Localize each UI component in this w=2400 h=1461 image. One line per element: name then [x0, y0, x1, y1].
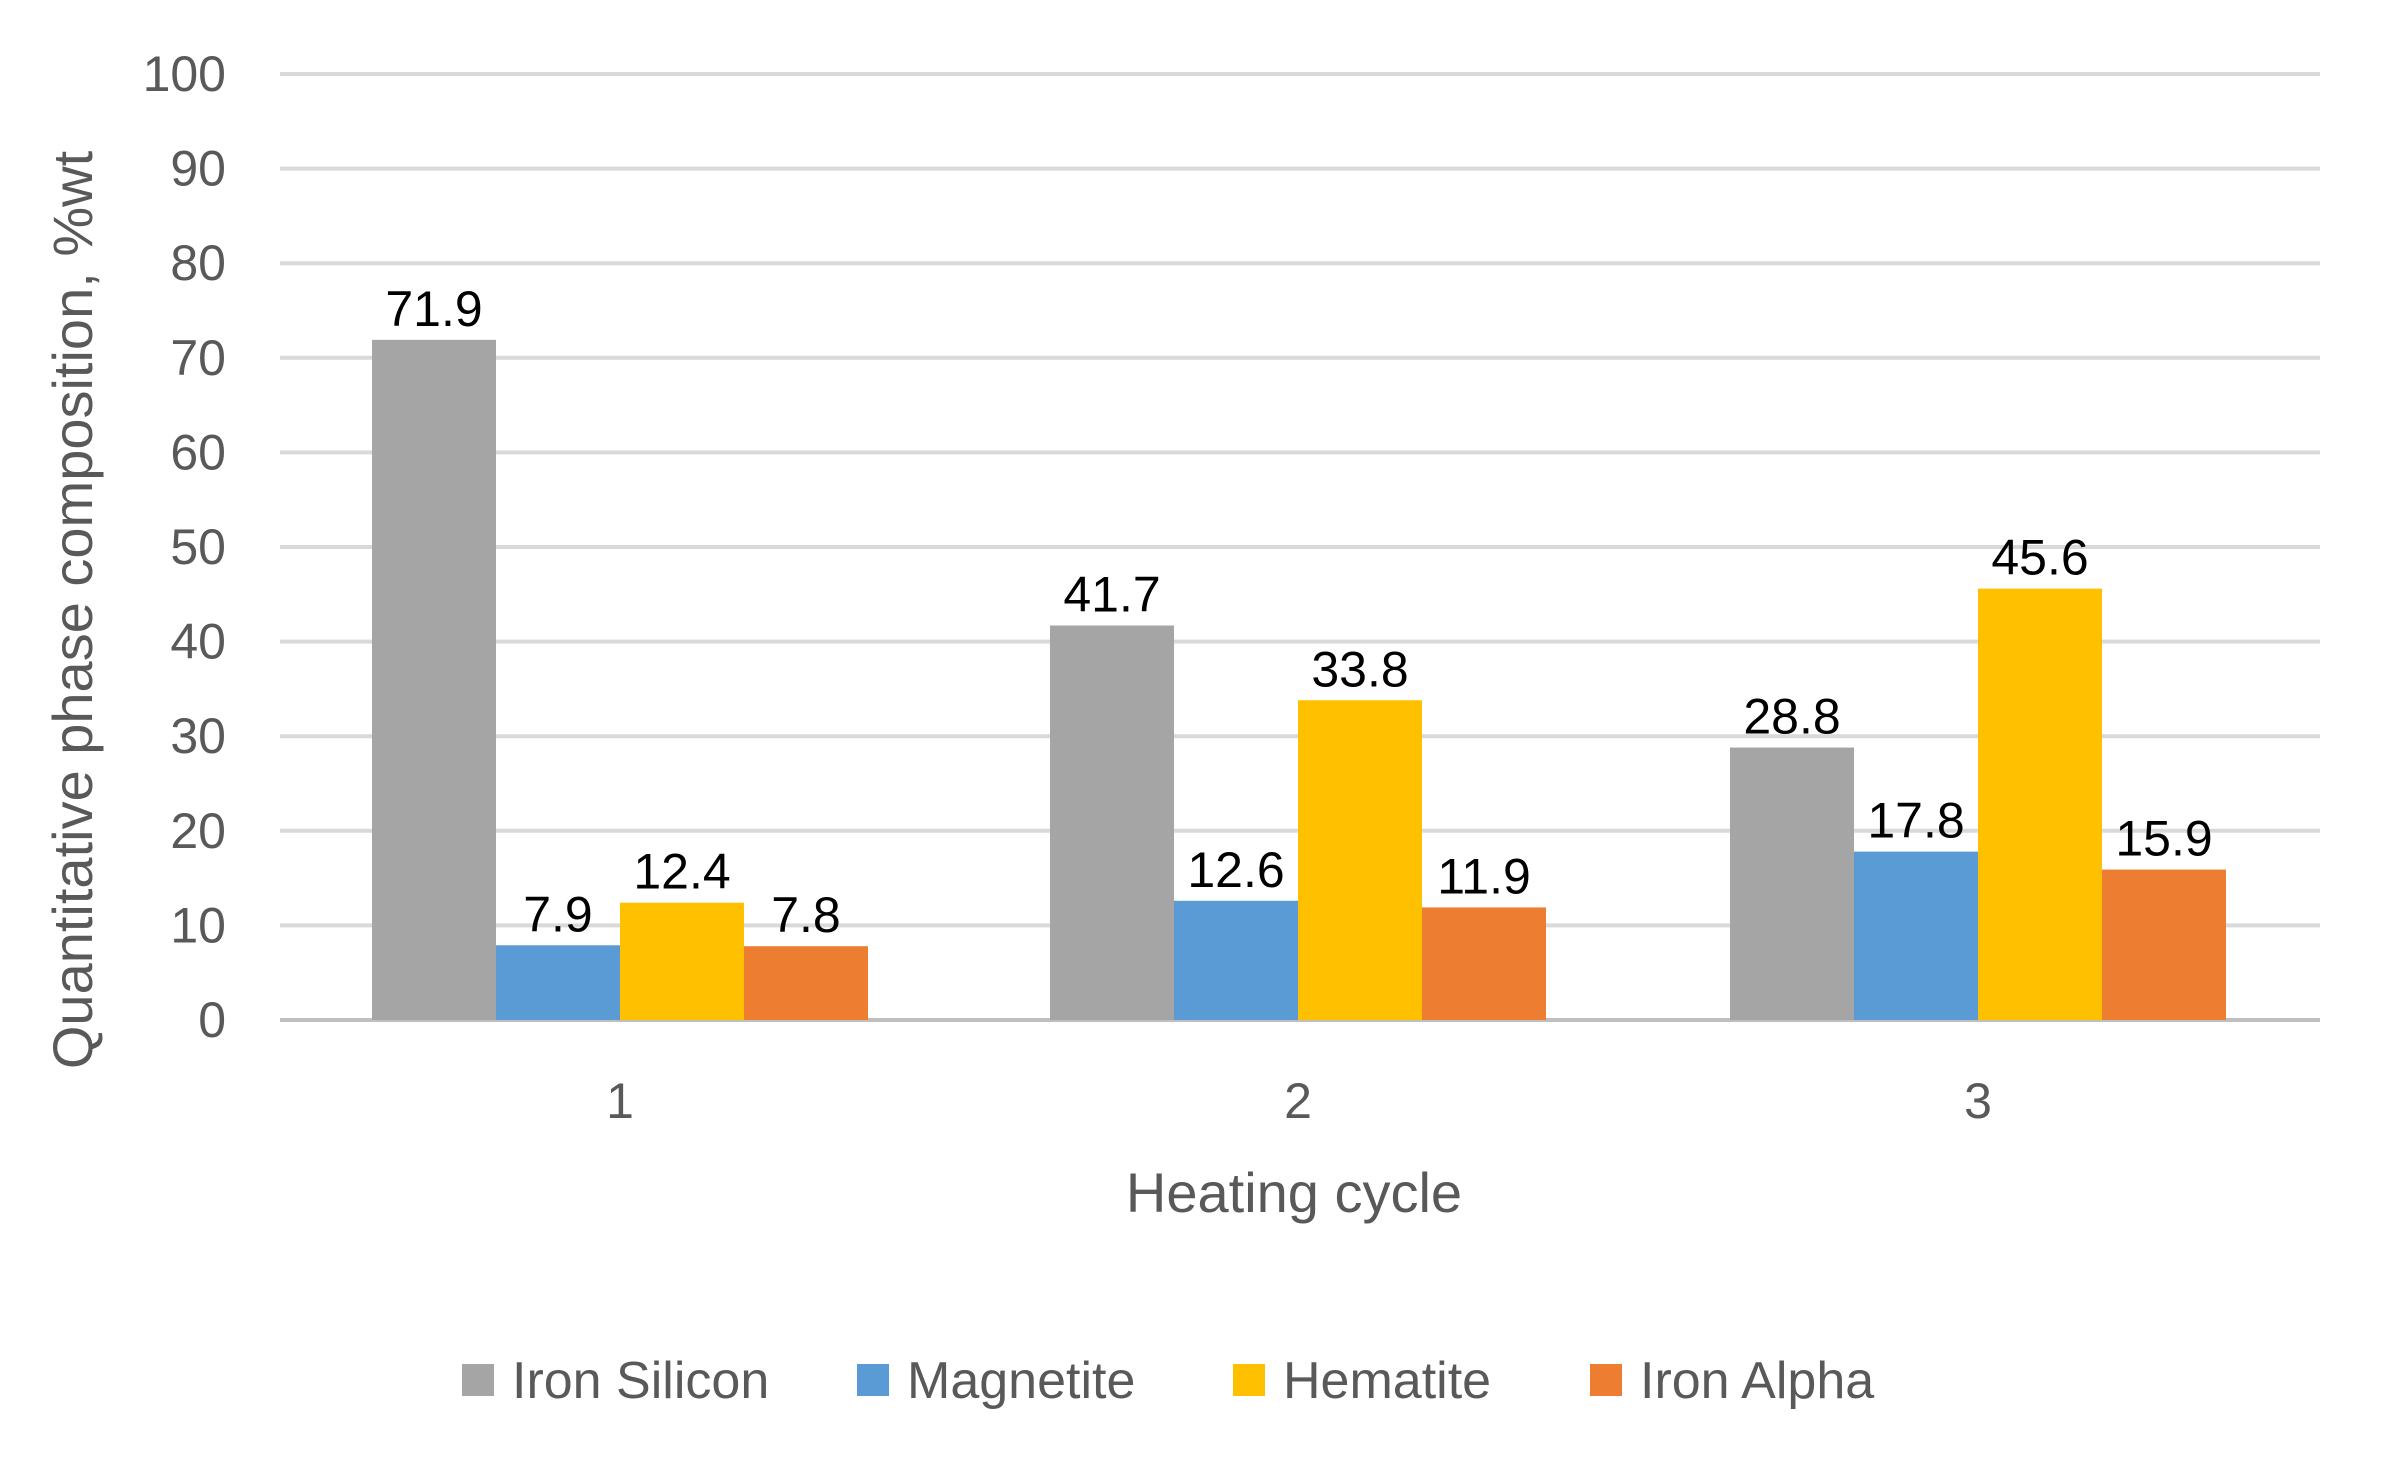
bar-iron-alpha-cycle-3: [2102, 869, 2226, 1020]
legend-item-iron-alpha: Iron Alpha: [1590, 1352, 1874, 1410]
bars: [372, 339, 2226, 1020]
legend-label: Iron Alpha: [1640, 1352, 1874, 1410]
y-tick-label: 20: [170, 803, 226, 859]
bar-iron-alpha-cycle-1: [744, 946, 868, 1020]
bar-iron-silicon-cycle-1: [372, 339, 496, 1020]
y-tick-label: 60: [170, 424, 226, 480]
data-label: 45.6: [1991, 530, 2088, 586]
x-tick-label: 3: [1964, 1073, 1992, 1129]
legend-swatch: [857, 1364, 889, 1396]
data-label: 11.9: [1437, 848, 1531, 904]
y-tick-label: 70: [170, 330, 226, 386]
x-tick-label: 1: [606, 1073, 634, 1129]
bar-magnetite-cycle-2: [1174, 900, 1298, 1020]
y-tick-label: 50: [170, 519, 226, 575]
y-tick-label: 10: [170, 897, 226, 953]
data-label: 12.6: [1187, 842, 1284, 898]
legend-label: Hematite: [1283, 1352, 1491, 1410]
bar-iron-silicon-cycle-3: [1730, 747, 1854, 1020]
data-label: 7.9: [523, 886, 593, 942]
legend-label: Magnetite: [907, 1352, 1135, 1410]
y-axis-title: Quantitative phase composition, %wt: [41, 150, 104, 1069]
y-tick-label: 90: [170, 141, 226, 197]
legend-item-magnetite: Magnetite: [857, 1352, 1135, 1410]
data-label: 28.8: [1743, 689, 1840, 745]
x-axis-ticks: 1 2 3: [606, 1073, 1992, 1129]
bar-magnetite-cycle-3: [1854, 851, 1978, 1020]
bar-iron-alpha-cycle-2: [1422, 907, 1546, 1020]
y-tick-label: 0: [198, 992, 226, 1048]
x-tick-label: 2: [1284, 1073, 1312, 1129]
legend-swatch: [1233, 1364, 1265, 1396]
data-labels: 71.9 7.9 12.4 7.8 41.7 12.6 33.8 11.9 28.8 17.8 45…: [385, 281, 2212, 943]
bar-iron-silicon-cycle-2: [1050, 625, 1174, 1020]
bar-magnetite-cycle-1: [496, 945, 620, 1020]
data-label: 41.7: [1063, 567, 1160, 623]
data-label: 12.4: [633, 844, 730, 900]
data-label: 71.9: [385, 281, 482, 337]
y-axis-ticks: 0 10 20 30 40 50 60 70 80 90 100: [143, 46, 226, 1048]
data-label: 17.8: [1867, 793, 1964, 849]
legend-item-hematite: Hematite: [1233, 1352, 1491, 1410]
data-label: 15.9: [2115, 811, 2212, 867]
y-tick-label: 30: [170, 708, 226, 764]
legend-swatch: [462, 1364, 494, 1396]
y-tick-label: 40: [170, 614, 226, 670]
data-label: 7.8: [771, 887, 841, 943]
x-axis-title: Heating cycle: [1126, 1161, 1462, 1224]
y-tick-label: 100: [143, 46, 226, 102]
bar-hematite-cycle-3: [1978, 588, 2102, 1020]
y-tick-label: 80: [170, 235, 226, 291]
legend: Iron Silicon Magnetite Hematite Iron Alpha: [462, 1352, 1874, 1410]
legend-swatch: [1590, 1364, 1622, 1396]
bar-hematite-cycle-1: [620, 902, 744, 1020]
bar-hematite-cycle-2: [1298, 700, 1422, 1020]
data-label: 33.8: [1311, 641, 1408, 697]
legend-label: Iron Silicon: [512, 1352, 769, 1410]
legend-item-iron-silicon: Iron Silicon: [462, 1352, 769, 1410]
